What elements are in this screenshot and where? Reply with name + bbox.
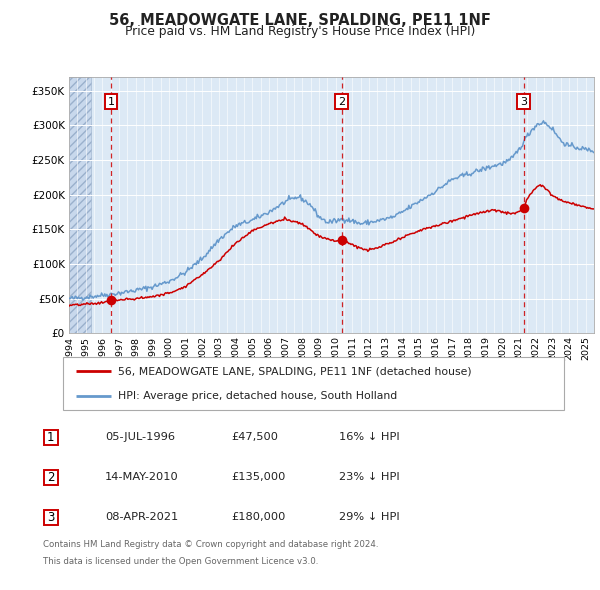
Text: £47,500: £47,500 (231, 432, 278, 442)
Text: 3: 3 (520, 97, 527, 107)
Text: HPI: Average price, detached house, South Holland: HPI: Average price, detached house, Sout… (118, 391, 397, 401)
Text: Contains HM Land Registry data © Crown copyright and database right 2024.: Contains HM Land Registry data © Crown c… (43, 540, 379, 549)
Text: 14-MAY-2010: 14-MAY-2010 (105, 473, 179, 482)
Text: 2: 2 (338, 97, 346, 107)
Text: 3: 3 (47, 511, 55, 524)
FancyBboxPatch shape (44, 510, 58, 525)
Text: 29% ↓ HPI: 29% ↓ HPI (339, 513, 400, 522)
Text: 1: 1 (107, 97, 115, 107)
FancyBboxPatch shape (44, 470, 58, 485)
Text: This data is licensed under the Open Government Licence v3.0.: This data is licensed under the Open Gov… (43, 557, 319, 566)
Text: £180,000: £180,000 (231, 513, 286, 522)
Text: 23% ↓ HPI: 23% ↓ HPI (339, 473, 400, 482)
Text: 1: 1 (47, 431, 55, 444)
FancyBboxPatch shape (44, 430, 58, 445)
Text: 08-APR-2021: 08-APR-2021 (105, 513, 178, 522)
Text: 56, MEADOWGATE LANE, SPALDING, PE11 1NF: 56, MEADOWGATE LANE, SPALDING, PE11 1NF (109, 13, 491, 28)
Text: £135,000: £135,000 (231, 473, 286, 482)
Text: 56, MEADOWGATE LANE, SPALDING, PE11 1NF (detached house): 56, MEADOWGATE LANE, SPALDING, PE11 1NF … (118, 366, 472, 376)
Bar (69, 77, 91, 333)
Text: 16% ↓ HPI: 16% ↓ HPI (339, 432, 400, 442)
Text: 2: 2 (47, 471, 55, 484)
Text: 05-JUL-1996: 05-JUL-1996 (105, 432, 175, 442)
FancyBboxPatch shape (63, 357, 564, 410)
Text: Price paid vs. HM Land Registry's House Price Index (HPI): Price paid vs. HM Land Registry's House … (125, 25, 475, 38)
